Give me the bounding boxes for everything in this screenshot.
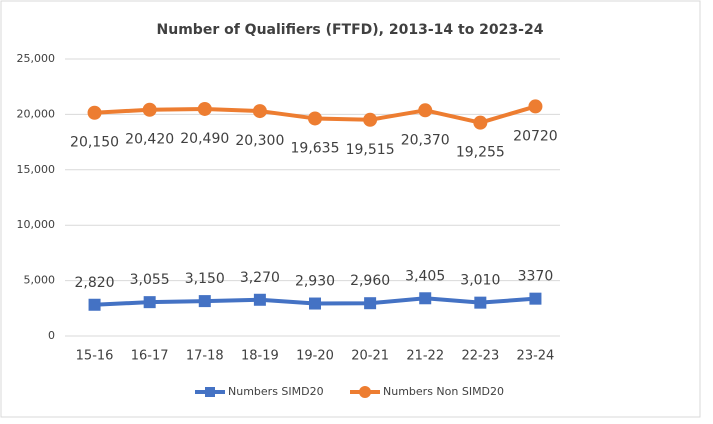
- data-point: [198, 295, 211, 308]
- y-tick-label: 0: [48, 329, 55, 342]
- chart-border: [0, 0, 701, 418]
- x-tick-label: 15-16: [76, 349, 114, 364]
- x-tick-label: 19-20: [296, 349, 334, 364]
- y-tick-label: 25,000: [17, 52, 56, 65]
- data-label: 20,490: [180, 131, 229, 147]
- x-tick-label: 21-22: [406, 349, 444, 364]
- data-point: [88, 298, 101, 311]
- x-tick-label: 17-18: [186, 349, 224, 364]
- data-point: [529, 292, 542, 305]
- legend-label: Numbers SIMD20: [228, 385, 324, 398]
- data-point: [142, 102, 157, 117]
- chart-title: Number of Qualifiers (FTFD), 2013-14 to …: [157, 22, 544, 38]
- data-label: 20,300: [235, 133, 284, 149]
- data-point: [418, 103, 433, 118]
- data-label: 3,405: [405, 268, 445, 284]
- x-tick-label: 20-21: [351, 349, 389, 364]
- legend-marker: [359, 386, 371, 398]
- y-tick-label: 20,000: [17, 107, 56, 120]
- data-point: [419, 292, 432, 305]
- data-point: [363, 112, 378, 127]
- data-label: 3,150: [185, 271, 225, 287]
- data-label: 2,930: [295, 274, 335, 290]
- data-point: [197, 101, 212, 116]
- data-point: [473, 115, 488, 130]
- data-point: [87, 105, 102, 120]
- data-label: 20,370: [401, 132, 450, 148]
- data-label: 3370: [518, 269, 554, 285]
- data-point: [474, 296, 487, 309]
- y-tick-label: 5,000: [24, 274, 56, 287]
- legend-marker: [205, 387, 215, 397]
- data-point: [309, 297, 321, 310]
- data-label: 3,270: [240, 270, 280, 286]
- data-label: 3,055: [130, 272, 170, 288]
- data-label: 20,420: [125, 132, 174, 148]
- data-label: 19,515: [346, 142, 395, 158]
- data-label: 19,255: [456, 145, 505, 161]
- data-point: [364, 297, 377, 310]
- x-tick-label: 18-19: [241, 349, 279, 364]
- y-tick-label: 15,000: [17, 163, 56, 176]
- data-label: 19,635: [291, 140, 340, 156]
- data-point: [528, 99, 543, 114]
- data-point: [143, 296, 156, 309]
- data-label: 2,820: [75, 275, 115, 291]
- x-tick-label: 23-24: [517, 349, 555, 364]
- data-label: 20720: [513, 128, 558, 144]
- data-point: [252, 104, 267, 119]
- data-label: 20,150: [70, 135, 119, 151]
- legend-label: Numbers Non SIMD20: [383, 385, 504, 398]
- y-tick-label: 10,000: [17, 218, 56, 231]
- data-point: [253, 293, 266, 306]
- x-tick-label: 22-23: [461, 349, 499, 364]
- data-label: 3,010: [460, 273, 500, 289]
- data-point: [308, 111, 322, 126]
- data-label: 2,960: [350, 273, 390, 289]
- x-tick-label: 16-17: [131, 349, 169, 364]
